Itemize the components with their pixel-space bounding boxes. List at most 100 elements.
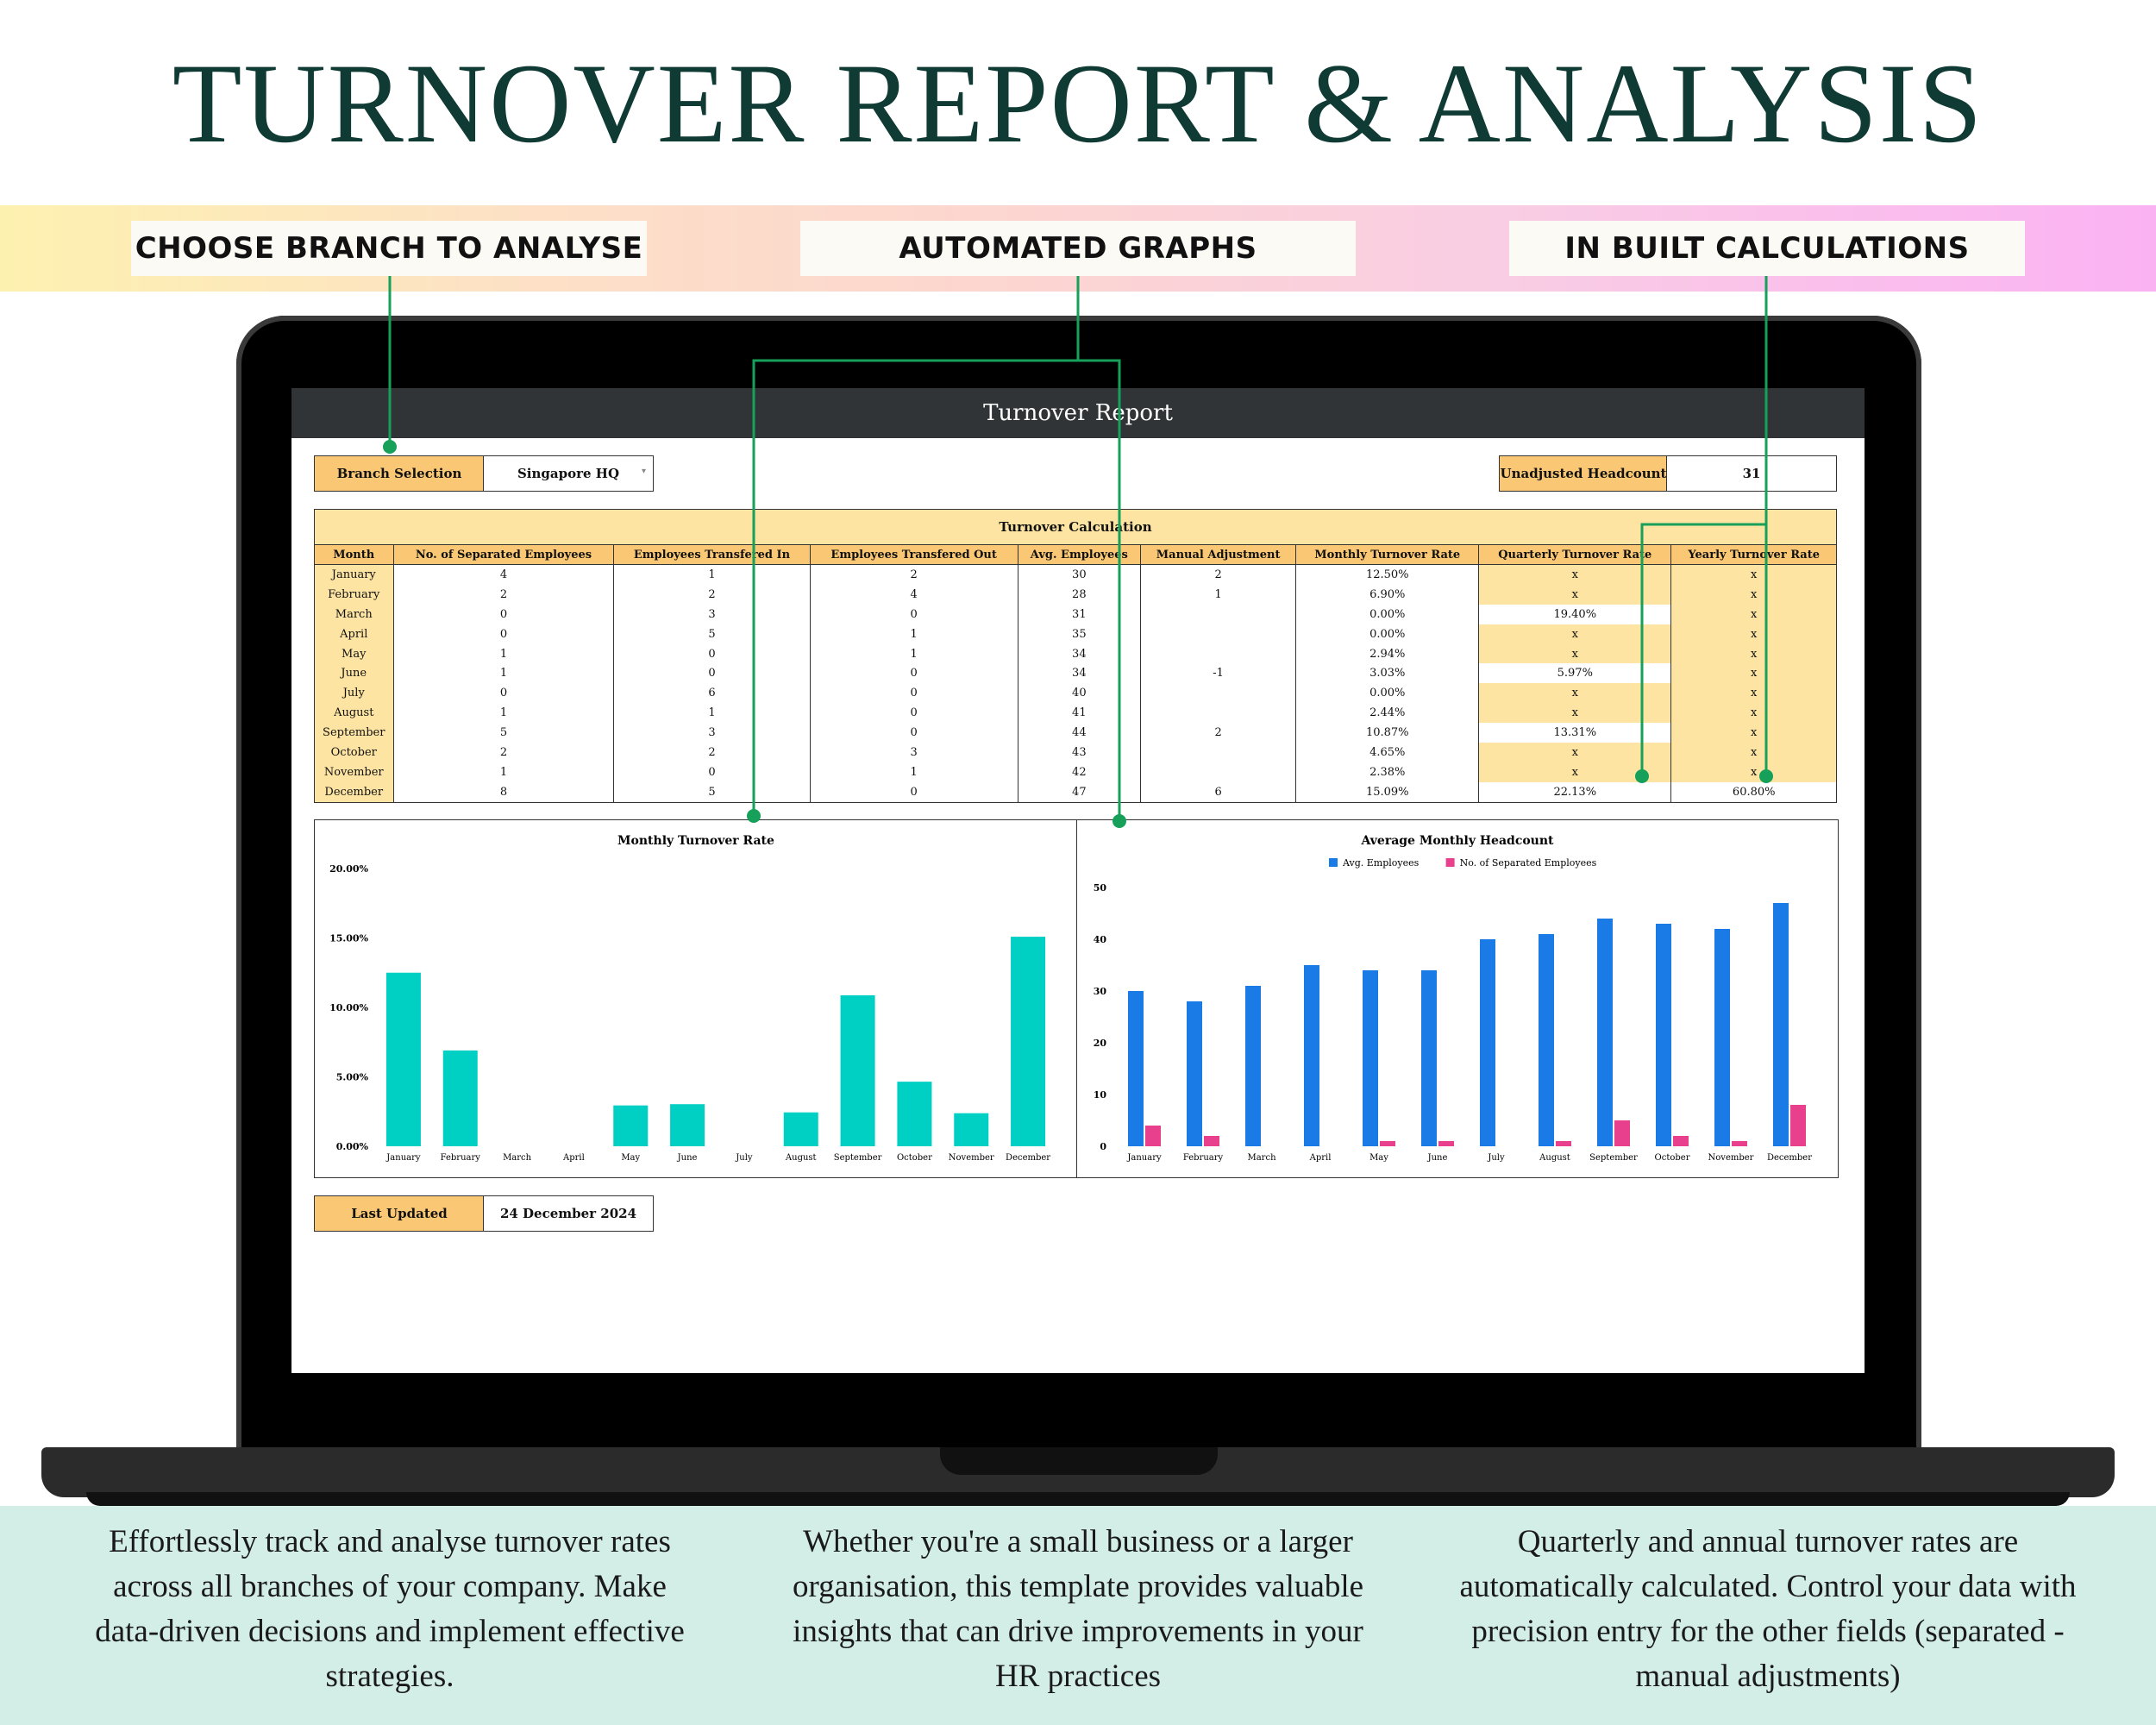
- page-title: TURNOVER REPORT & ANALYSIS: [172, 40, 1984, 166]
- table-cell[interactable]: x: [1670, 624, 1837, 644]
- table-cell[interactable]: 28: [1017, 584, 1141, 605]
- table-cell[interactable]: [1139, 703, 1297, 724]
- bar-september: [840, 994, 875, 1146]
- connector-dot: [1635, 769, 1649, 783]
- bar-avg: [1714, 929, 1730, 1146]
- y-tick-label: 30: [1094, 986, 1107, 997]
- branch-value: Singapore HQ: [517, 466, 620, 481]
- table-cell[interactable]: [1139, 683, 1297, 704]
- table-cell[interactable]: 15.09%: [1295, 781, 1480, 803]
- table-cell[interactable]: November: [314, 762, 394, 782]
- table-cell[interactable]: 2.94%: [1295, 643, 1480, 664]
- table-cell[interactable]: March: [314, 604, 394, 624]
- table-cell[interactable]: x: [1478, 762, 1672, 782]
- table-cell[interactable]: 2: [1139, 723, 1297, 743]
- x-tick-label: June: [677, 1153, 698, 1163]
- table-cell[interactable]: 35: [1017, 624, 1141, 644]
- table-cell[interactable]: -1: [1139, 663, 1297, 684]
- bar-separated: [1438, 1141, 1454, 1146]
- table-cell[interactable]: x: [1478, 683, 1672, 704]
- table-cell[interactable]: February: [314, 584, 394, 605]
- bar-may: [613, 1105, 649, 1146]
- branch-dropdown[interactable]: Singapore HQ ▾: [483, 455, 654, 492]
- x-tick-label: July: [735, 1153, 753, 1163]
- table-cell[interactable]: x: [1670, 663, 1837, 684]
- table-cell[interactable]: [1139, 643, 1297, 664]
- bar-separated: [1614, 1120, 1630, 1146]
- table-cell[interactable]: x: [1478, 703, 1672, 724]
- chart-title: Average Monthly Headcount: [1360, 834, 1554, 848]
- table-cell[interactable]: x: [1670, 743, 1837, 762]
- table-cell[interactable]: 22.13%: [1478, 781, 1672, 803]
- bar-separated: [1145, 1126, 1161, 1146]
- table-cell[interactable]: August: [314, 703, 394, 724]
- table-row: June 1 0 0 34 -1 3.03% 5.97% x: [314, 663, 1837, 684]
- last-updated-value: 24 December 2024: [483, 1195, 654, 1232]
- table-cell[interactable]: x: [1670, 643, 1837, 664]
- table-cell[interactable]: 0.00%: [1295, 683, 1480, 704]
- table-cell[interactable]: 3.03%: [1295, 663, 1480, 684]
- table-cell[interactable]: 19.40%: [1478, 604, 1672, 624]
- x-tick-label: October: [1655, 1153, 1690, 1163]
- table-row: May 1 0 1 34 2.94% x x: [314, 643, 1837, 664]
- table-cell[interactable]: May: [314, 643, 394, 664]
- bar-avg: [1480, 939, 1495, 1146]
- table-cell[interactable]: x: [1670, 703, 1837, 724]
- table-cell[interactable]: [1139, 624, 1297, 644]
- table-cell[interactable]: x: [1478, 624, 1672, 644]
- bar-separated: [1380, 1141, 1395, 1146]
- table-cell[interactable]: 12.50%: [1295, 564, 1480, 585]
- table-cell[interactable]: [1139, 743, 1297, 762]
- table-cell[interactable]: July: [314, 683, 394, 704]
- table-cell[interactable]: 6: [1139, 781, 1297, 803]
- x-tick-label: April: [1309, 1153, 1332, 1163]
- table-cell[interactable]: [1139, 762, 1297, 782]
- table-cell[interactable]: 2: [1139, 564, 1297, 585]
- x-tick-label: June: [1427, 1153, 1448, 1163]
- table-cell[interactable]: 47: [1017, 781, 1141, 803]
- table-cell[interactable]: 60.80%: [1670, 781, 1837, 803]
- table-cell[interactable]: 2.44%: [1295, 703, 1480, 724]
- table-cell[interactable]: 5.97%: [1478, 663, 1672, 684]
- x-tick-label: January: [1126, 1153, 1162, 1163]
- bar-avg: [1187, 1001, 1202, 1146]
- headcount-label: Unadjusted Headcount: [1499, 455, 1668, 492]
- table-cell[interactable]: September: [314, 723, 394, 743]
- bar-october: [897, 1082, 932, 1146]
- table-cell[interactable]: x: [1670, 564, 1837, 585]
- table-row: March 0 3 0 31 0.00% 19.40% x: [314, 604, 1837, 624]
- x-tick-label: January: [385, 1153, 421, 1163]
- y-tick-label: 10: [1094, 1089, 1107, 1101]
- table-cell[interactable]: x: [1670, 723, 1837, 743]
- table-row: October 2 2 3 43 4.65% x x: [314, 743, 1837, 762]
- table-cell[interactable]: x: [1478, 584, 1672, 605]
- legend-label: Avg. Employees: [1342, 857, 1420, 869]
- table-cell[interactable]: x: [1478, 743, 1672, 762]
- description-middle: Whether you're a small business or a lar…: [792, 1524, 1364, 1694]
- legend-swatch: [1329, 858, 1338, 867]
- table-cell[interactable]: x: [1478, 564, 1672, 585]
- table-cell[interactable]: x: [1670, 762, 1837, 782]
- table-cell[interactable]: December: [314, 781, 394, 803]
- table-cell[interactable]: June: [314, 663, 394, 684]
- column-header: Employees Transfered In: [613, 544, 811, 565]
- table-cell[interactable]: 41: [1017, 703, 1141, 724]
- table-cell[interactable]: [1139, 604, 1297, 624]
- table-cell[interactable]: 0.00%: [1295, 604, 1480, 624]
- table-cell[interactable]: x: [1670, 683, 1837, 704]
- bar-february: [442, 1050, 478, 1146]
- y-tick-label: 0.00%: [336, 1141, 369, 1152]
- table-cell[interactable]: 13.31%: [1478, 723, 1672, 743]
- column-header: No. of Separated Employees: [392, 544, 615, 565]
- table-cell[interactable]: 0.00%: [1295, 624, 1480, 644]
- table-cell[interactable]: 10.87%: [1295, 723, 1480, 743]
- table-cell[interactable]: April: [314, 624, 394, 644]
- table-cell[interactable]: x: [1670, 604, 1837, 624]
- table-cell[interactable]: October: [314, 743, 394, 762]
- table-cell[interactable]: 1: [1139, 584, 1297, 605]
- table-cell[interactable]: x: [1478, 643, 1672, 664]
- table-cell[interactable]: x: [1670, 584, 1837, 605]
- table-cell[interactable]: 2.38%: [1295, 762, 1480, 782]
- x-tick-label: August: [785, 1153, 817, 1163]
